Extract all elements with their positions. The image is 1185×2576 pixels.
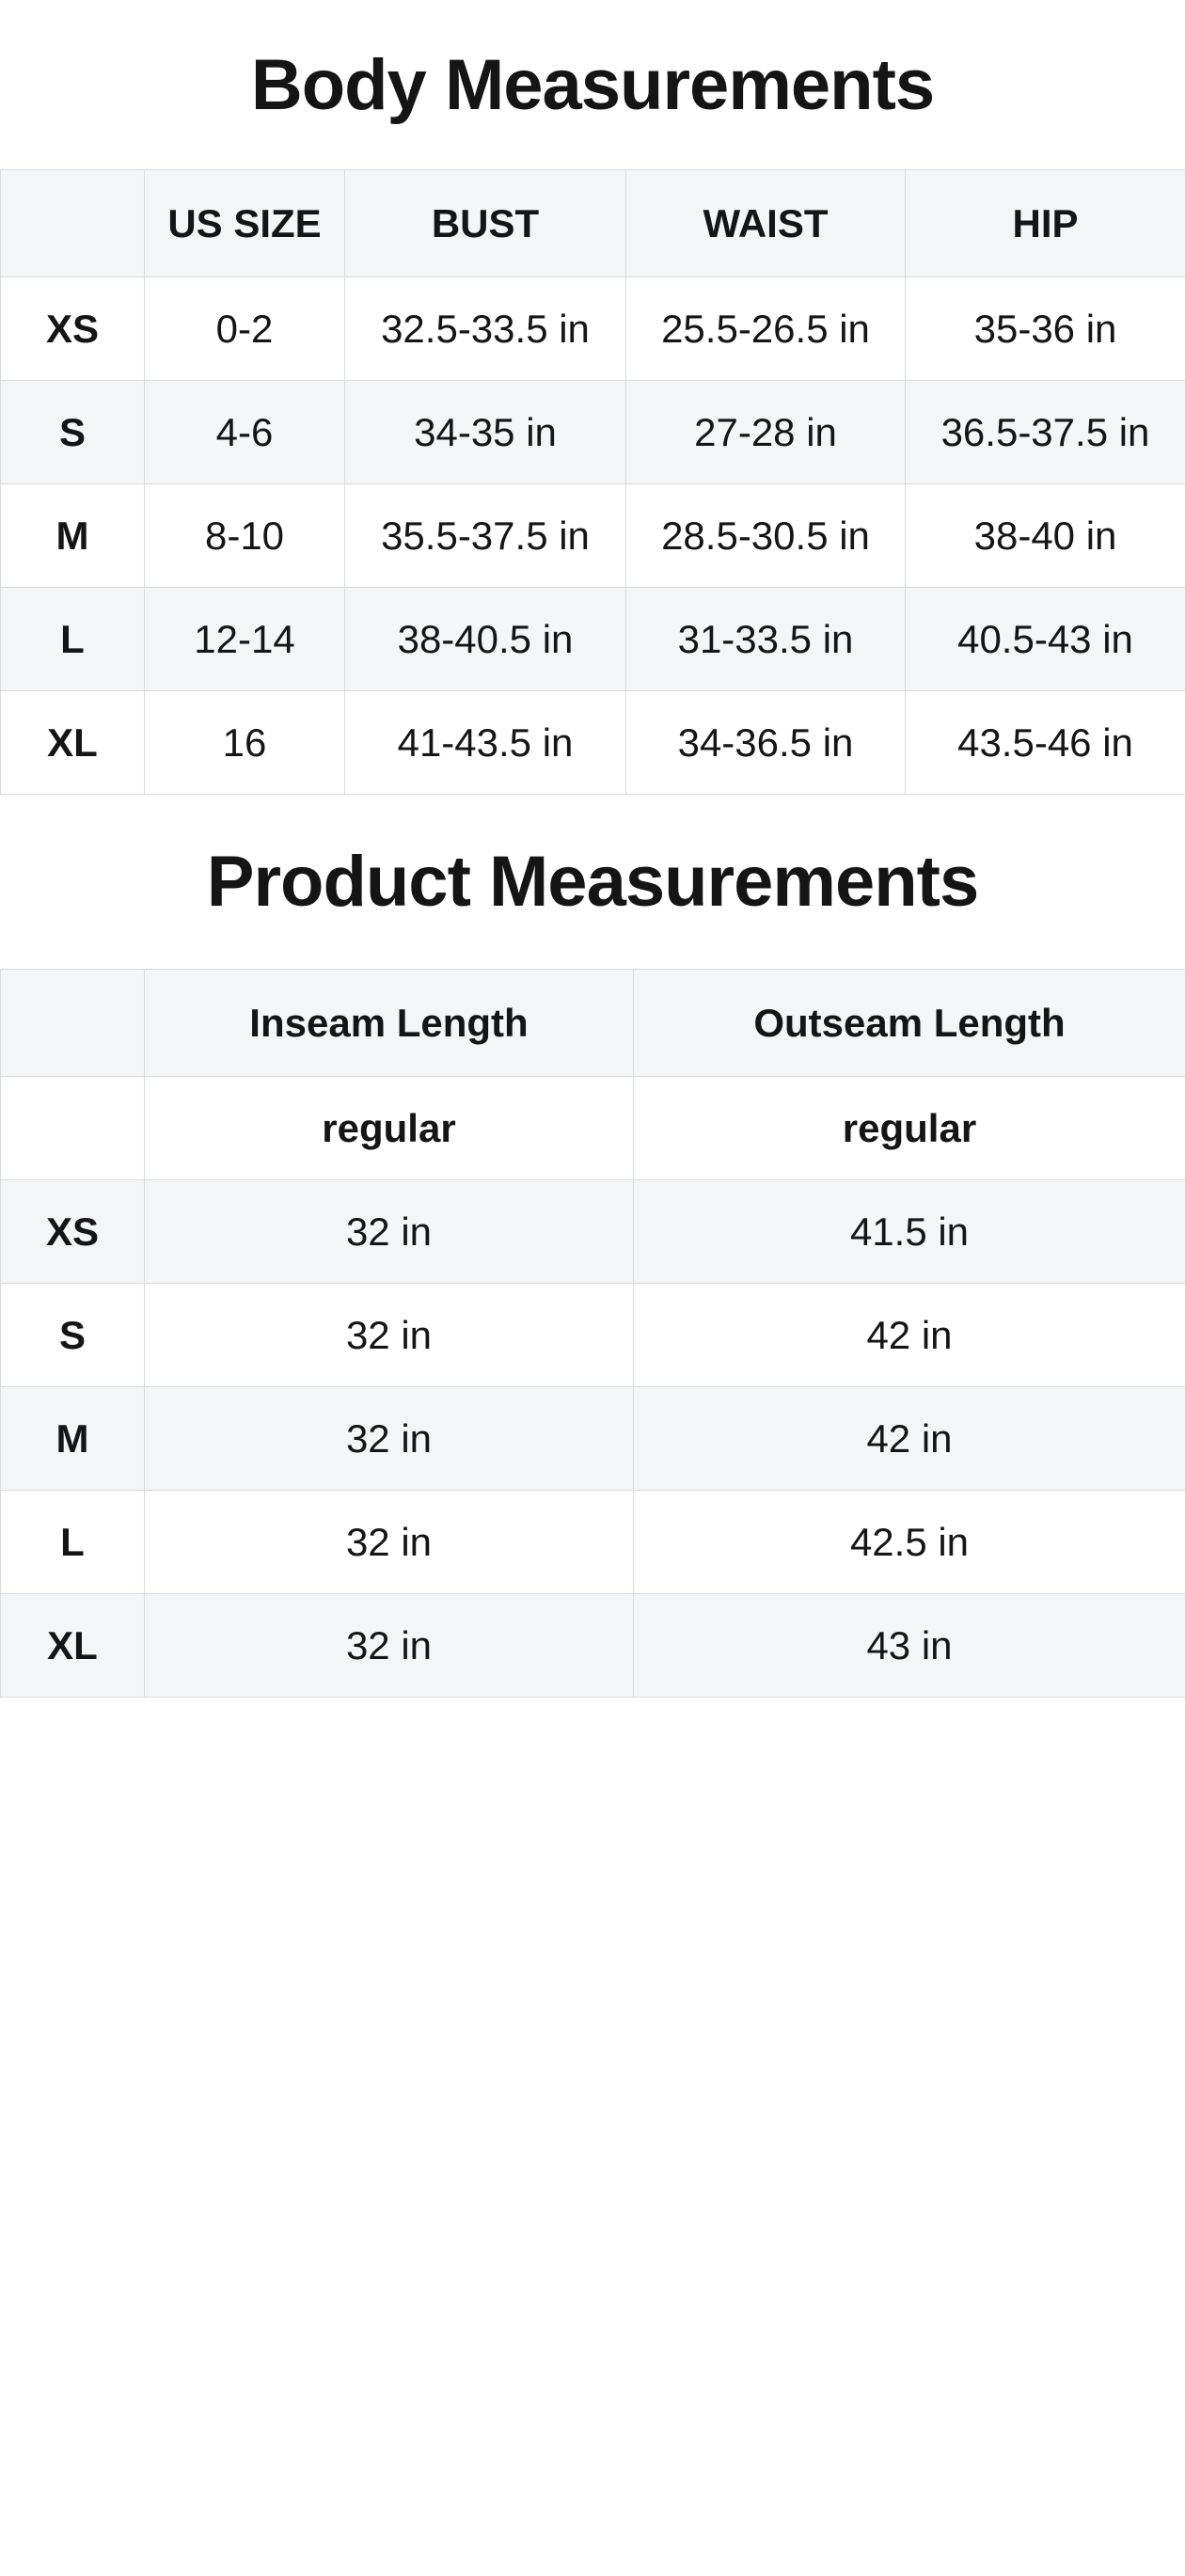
body-row-m: M 8-10 35.5-37.5 in 28.5-30.5 in 38-40 i… <box>1 484 1185 588</box>
inseam-value: 32 in <box>145 1491 634 1594</box>
bottom-whitespace <box>0 1698 1185 2576</box>
bust-value: 32.5-33.5 in <box>345 277 626 381</box>
size-label: S <box>1 1284 145 1387</box>
hip-value: 35-36 in <box>906 277 1185 381</box>
inseam-value: 32 in <box>145 1594 634 1698</box>
inseam-value: 32 in <box>145 1284 634 1387</box>
body-measurements-title: Body Measurements <box>251 44 934 126</box>
size-label: XL <box>1 691 145 795</box>
hip-value: 43.5-46 in <box>906 691 1185 795</box>
size-label: L <box>1 1491 145 1594</box>
body-row-xs: XS 0-2 32.5-33.5 in 25.5-26.5 in 35-36 i… <box>1 277 1185 381</box>
inseam-value: 32 in <box>145 1387 634 1491</box>
inseam-fit-type: regular <box>145 1077 634 1180</box>
hip-value: 40.5-43 in <box>906 588 1185 691</box>
outseam-value: 42 in <box>634 1284 1185 1387</box>
body-header-corner-cell <box>1 170 145 277</box>
us-size-value: 12-14 <box>145 588 345 691</box>
hip-value: 38-40 in <box>906 484 1185 588</box>
size-label: XS <box>1 277 145 381</box>
product-measurements-title: Product Measurements <box>207 841 978 923</box>
bust-value: 34-35 in <box>345 381 626 484</box>
product-row-m: M 32 in 42 in <box>1 1387 1185 1491</box>
size-label: XS <box>1 1180 145 1284</box>
us-size-value: 4-6 <box>145 381 345 484</box>
product-row-l: L 32 in 42.5 in <box>1 1491 1185 1594</box>
size-label: S <box>1 381 145 484</box>
body-measurements-table: US SIZE BUST WAIST HIP XS 0-2 32.5-33.5 … <box>0 169 1185 795</box>
body-measurements-section: Body Measurements US SIZE BUST WAIST HIP… <box>0 0 1185 795</box>
us-size-value: 16 <box>145 691 345 795</box>
body-header-hip: HIP <box>906 170 1185 277</box>
outseam-fit-type: regular <box>634 1077 1185 1180</box>
outseam-value: 42.5 in <box>634 1491 1185 1594</box>
product-header-inseam: Inseam Length <box>145 970 634 1077</box>
body-row-xl: XL 16 41-43.5 in 34-36.5 in 43.5-46 in <box>1 691 1185 795</box>
waist-value: 34-36.5 in <box>626 691 906 795</box>
bust-value: 35.5-37.5 in <box>345 484 626 588</box>
waist-value: 28.5-30.5 in <box>626 484 906 588</box>
us-size-value: 0-2 <box>145 277 345 381</box>
waist-value: 27-28 in <box>626 381 906 484</box>
product-measurements-section: Product Measurements Inseam Length Outse… <box>0 795 1185 1698</box>
size-label: XL <box>1 1594 145 1698</box>
body-header-waist: WAIST <box>626 170 906 277</box>
size-label-empty <box>1 1077 145 1180</box>
outseam-value: 41.5 in <box>634 1180 1185 1284</box>
bust-value: 41-43.5 in <box>345 691 626 795</box>
body-header-bust: BUST <box>345 170 626 277</box>
body-row-l: L 12-14 38-40.5 in 31-33.5 in 40.5-43 in <box>1 588 1185 691</box>
us-size-value: 8-10 <box>145 484 345 588</box>
waist-value: 31-33.5 in <box>626 588 906 691</box>
product-measurements-title-wrap: Product Measurements <box>0 795 1185 969</box>
hip-value: 36.5-37.5 in <box>906 381 1185 484</box>
waist-value: 25.5-26.5 in <box>626 277 906 381</box>
body-measurements-title-wrap: Body Measurements <box>0 0 1185 169</box>
outseam-value: 42 in <box>634 1387 1185 1491</box>
product-header-corner-cell <box>1 970 145 1077</box>
bust-value: 38-40.5 in <box>345 588 626 691</box>
body-row-s: S 4-6 34-35 in 27-28 in 36.5-37.5 in <box>1 381 1185 484</box>
size-label: L <box>1 588 145 691</box>
outseam-value: 43 in <box>634 1594 1185 1698</box>
inseam-value: 32 in <box>145 1180 634 1284</box>
product-subheader-row: regular regular <box>1 1077 1185 1180</box>
body-table-header-row: US SIZE BUST WAIST HIP <box>1 170 1185 277</box>
size-label: M <box>1 1387 145 1491</box>
size-label: M <box>1 484 145 588</box>
body-header-us-size: US SIZE <box>145 170 345 277</box>
product-row-s: S 32 in 42 in <box>1 1284 1185 1387</box>
product-row-xl: XL 32 in 43 in <box>1 1594 1185 1698</box>
product-header-outseam: Outseam Length <box>634 970 1185 1077</box>
product-table-header-row: Inseam Length Outseam Length <box>1 970 1185 1077</box>
product-measurements-table: Inseam Length Outseam Length regular reg… <box>0 969 1185 1698</box>
product-row-xs: XS 32 in 41.5 in <box>1 1180 1185 1284</box>
